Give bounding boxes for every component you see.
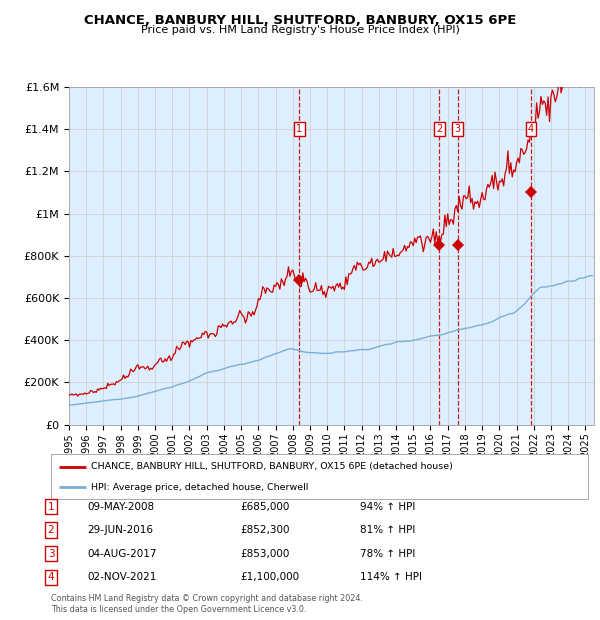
Text: 4: 4 — [47, 572, 55, 582]
Text: 3: 3 — [455, 124, 461, 134]
Text: 81% ↑ HPI: 81% ↑ HPI — [360, 525, 415, 535]
Text: 1: 1 — [296, 124, 302, 134]
Text: 78% ↑ HPI: 78% ↑ HPI — [360, 549, 415, 559]
Text: 114% ↑ HPI: 114% ↑ HPI — [360, 572, 422, 582]
Text: 29-JUN-2016: 29-JUN-2016 — [87, 525, 153, 535]
Text: £1,100,000: £1,100,000 — [240, 572, 299, 582]
Text: Price paid vs. HM Land Registry's House Price Index (HPI): Price paid vs. HM Land Registry's House … — [140, 25, 460, 35]
Text: 1: 1 — [47, 502, 55, 512]
Text: £853,000: £853,000 — [240, 549, 289, 559]
Text: 3: 3 — [47, 549, 55, 559]
Text: 4: 4 — [528, 124, 534, 134]
Text: 2: 2 — [436, 124, 442, 134]
Text: 2: 2 — [47, 525, 55, 535]
Text: 09-MAY-2008: 09-MAY-2008 — [87, 502, 154, 512]
Text: Contains HM Land Registry data © Crown copyright and database right 2024.: Contains HM Land Registry data © Crown c… — [51, 593, 363, 603]
Text: £852,300: £852,300 — [240, 525, 290, 535]
Text: This data is licensed under the Open Government Licence v3.0.: This data is licensed under the Open Gov… — [51, 604, 307, 614]
Text: CHANCE, BANBURY HILL, SHUTFORD, BANBURY, OX15 6PE (detached house): CHANCE, BANBURY HILL, SHUTFORD, BANBURY,… — [91, 462, 453, 471]
Text: HPI: Average price, detached house, Cherwell: HPI: Average price, detached house, Cher… — [91, 482, 308, 492]
Text: CHANCE, BANBURY HILL, SHUTFORD, BANBURY, OX15 6PE: CHANCE, BANBURY HILL, SHUTFORD, BANBURY,… — [84, 14, 516, 27]
Text: £685,000: £685,000 — [240, 502, 289, 512]
Text: 04-AUG-2017: 04-AUG-2017 — [87, 549, 157, 559]
Text: 94% ↑ HPI: 94% ↑ HPI — [360, 502, 415, 512]
Text: 02-NOV-2021: 02-NOV-2021 — [87, 572, 157, 582]
